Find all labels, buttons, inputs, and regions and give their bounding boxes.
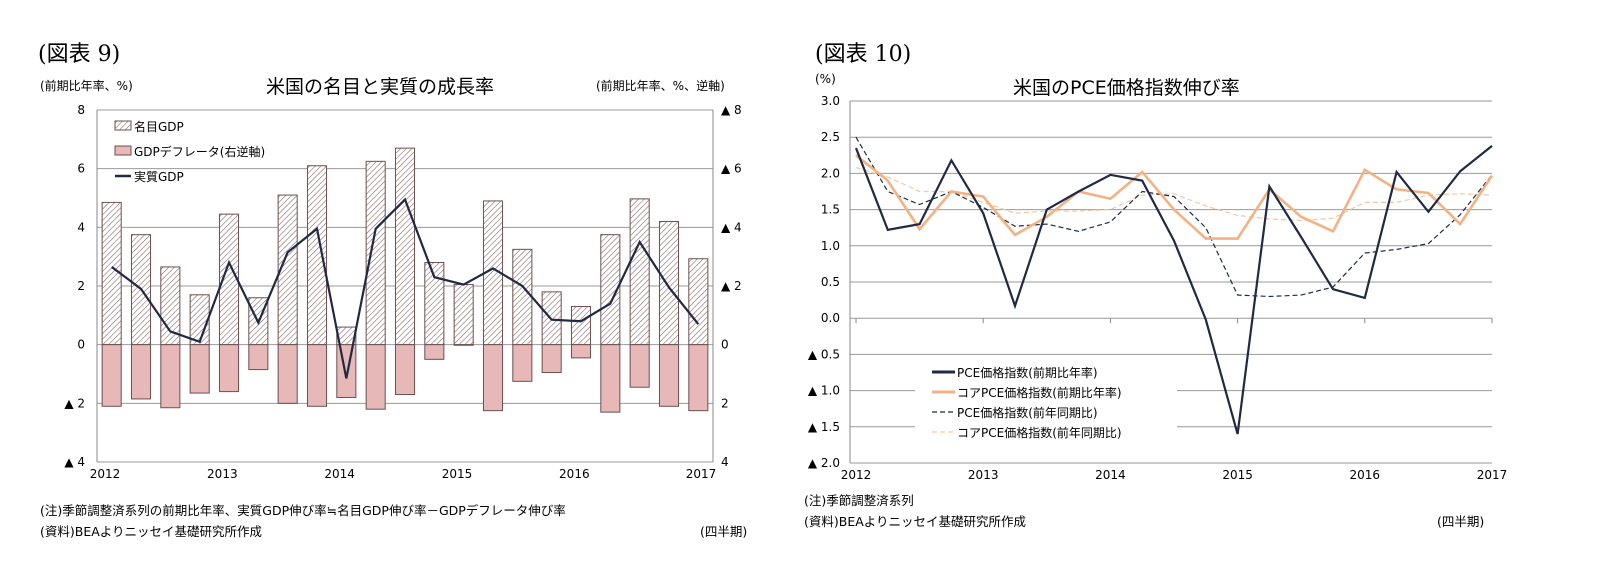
series-line-0	[854, 145, 1493, 435]
gdp-deflator-bar	[394, 344, 416, 396]
x-tick-label: 2017	[686, 467, 717, 481]
chart1-left-unit: (前期比年率、%)	[40, 79, 133, 93]
y-tick: 1.5	[821, 203, 840, 217]
y-tick: ▲ 2.0	[808, 456, 840, 470]
chart1-right-unit: (前期比年率、%、逆軸)	[596, 79, 725, 93]
gdp-deflator-bar	[189, 344, 210, 394]
series-line-3	[855, 167, 1493, 222]
gdp-deflator-bar	[218, 344, 240, 393]
x-tick-label: 2017	[1477, 468, 1508, 482]
gdp-deflator-bar	[688, 344, 709, 412]
chart2-title: 米国のPCE価格指数伸び率	[1013, 77, 1240, 99]
gdp-deflator-bar	[277, 344, 298, 404]
y-tick: ▲ 1.5	[808, 420, 840, 434]
legend-label: GDPデフレータ(右逆軸)	[134, 144, 265, 159]
legend-label: PCE価格指数(前年同期比)	[957, 405, 1098, 420]
figure-10-number: (図表 10)	[815, 42, 912, 67]
legend-label: 名目GDP	[134, 119, 184, 134]
gdp-deflator-bar	[658, 344, 680, 407]
gdp-deflator-bar	[424, 344, 445, 360]
x-tick-label: 2012	[841, 468, 872, 482]
figure-9-number: (図表 9)	[38, 42, 121, 67]
legend-label: PCE価格指数(前期比年率)	[957, 365, 1098, 380]
gdp-deflator-bar	[248, 344, 269, 371]
x-tick-label: 2014	[324, 467, 355, 481]
x-tick-label: 2013	[207, 467, 238, 481]
real-gdp-line	[111, 197, 700, 379]
y-tick: 0.0	[821, 311, 840, 325]
y-tick-right: 2	[721, 396, 729, 410]
y-tick-left: ▲ 4	[64, 455, 85, 469]
legend-swatch	[114, 145, 132, 156]
gdp-deflator-bar	[570, 344, 592, 359]
y-tick-left: 6	[77, 162, 85, 176]
y-tick-left: 8	[77, 103, 85, 117]
chart1-period-label: (四半期)	[700, 524, 748, 539]
gdp-deflator-bar	[365, 344, 386, 410]
chart1-title: 米国の名目と実質の成長率	[266, 76, 495, 98]
gdp-deflator-bar	[512, 344, 533, 382]
y-tick-left: 0	[77, 338, 85, 352]
y-tick-right: ▲ 6	[721, 162, 742, 176]
chart1-note: (注)季節調整済系列の前期比年率、実質GDP伸び率≒名目GDP伸び率－GDPデフ…	[40, 503, 566, 518]
legend-label: コアPCE価格指数(前期比年率)	[957, 385, 1122, 400]
y-tick-right: ▲ 2	[721, 279, 742, 293]
series-line-2	[855, 136, 1493, 298]
x-tick-label: 2016	[559, 467, 590, 481]
legend-swatch	[114, 120, 132, 131]
y-tick-left: ▲ 2	[64, 396, 85, 410]
x-tick-label: 2016	[1350, 468, 1381, 482]
gdp-deflator-bar	[541, 344, 562, 374]
gdp-deflator-bar	[101, 344, 122, 407]
legend-label: コアPCE価格指数(前年同期比)	[957, 425, 1122, 440]
chart1-source: (資料)BEAよりニッセイ基礎研究所作成	[40, 524, 263, 539]
y-tick: 3.0	[821, 94, 840, 108]
x-tick-label: 2015	[442, 467, 473, 481]
x-tick-label: 2015	[1222, 468, 1253, 482]
gdp-deflator-bar	[600, 344, 621, 413]
legend-label: 実質GDP	[134, 169, 184, 184]
gdp-deflator-bar	[629, 344, 650, 388]
x-tick-label: 2012	[90, 467, 121, 481]
y-tick: ▲ 0.5	[808, 347, 840, 361]
y-tick-left: 2	[77, 279, 85, 293]
y-tick-right: ▲ 8	[721, 103, 742, 117]
gdp-deflator-bar	[160, 344, 181, 409]
y-tick-right: 0	[721, 338, 729, 352]
chart1-svg: ▲ 4 4 ▲ 2 2 0 0 2 ▲ 2 4 ▲ 4 6 ▲ 6 8 ▲ 8 2012 2013 2014 20…	[64, 103, 742, 481]
gdp-deflator-bar	[482, 344, 504, 412]
y-tick-right: ▲ 4	[721, 220, 742, 234]
y-tick: ▲ 1.0	[808, 384, 840, 398]
x-tick-label: 2013	[968, 468, 999, 482]
gdp-deflator-bar	[453, 344, 474, 346]
gdp-deflator-bar	[130, 344, 152, 400]
gdp-deflator-bar	[306, 344, 328, 407]
series-line-1	[855, 154, 1494, 240]
chart2-note: (注)季節調整済系列	[804, 493, 914, 508]
y-tick: 2.0	[821, 166, 840, 180]
x-tick-label: 2014	[1095, 468, 1126, 482]
y-tick: 1.0	[821, 239, 840, 253]
y-tick-left: 4	[77, 220, 85, 234]
chart2-period-label: (四半期)	[1437, 514, 1485, 529]
y-tick: 0.5	[821, 275, 840, 289]
chart2-left-unit: (%)	[815, 72, 836, 86]
y-tick: 2.5	[821, 130, 840, 144]
legend-box	[915, 360, 1177, 442]
y-tick-right: 4	[721, 455, 729, 469]
chart2-source: (資料)BEAよりニッセイ基礎研究所作成	[804, 514, 1027, 529]
